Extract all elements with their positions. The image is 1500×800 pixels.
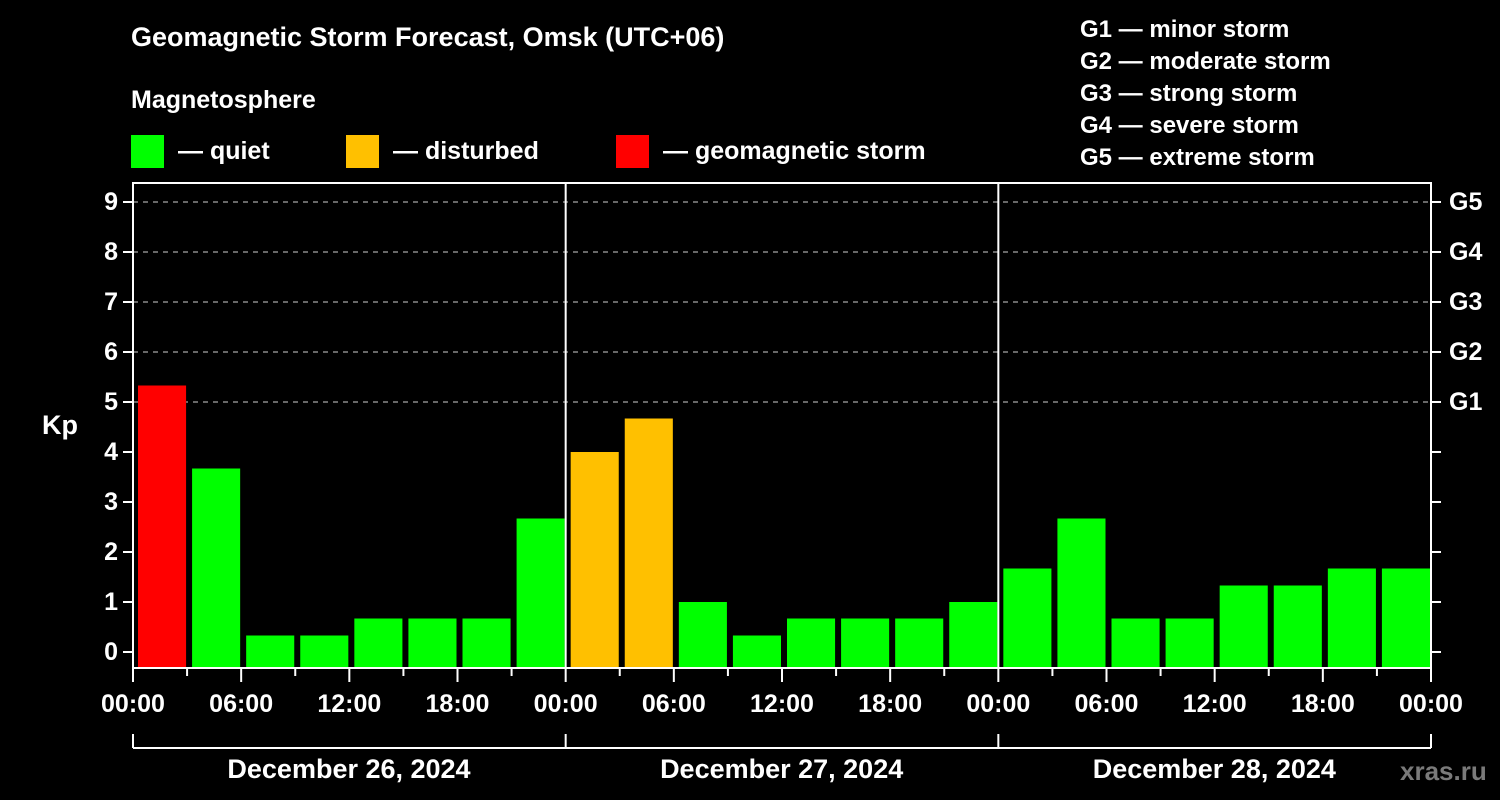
bar bbox=[408, 618, 457, 668]
storm-scale-g1: G1 — minor storm bbox=[1080, 16, 1290, 43]
bar bbox=[138, 385, 187, 668]
storm-scale-g2: G2 — moderate storm bbox=[1080, 48, 1331, 75]
storm-scale-g4: G4 — severe storm bbox=[1080, 112, 1299, 139]
day-label: December 26, 2024 bbox=[227, 754, 471, 784]
x-tick-label: 12:00 bbox=[750, 690, 814, 718]
storm-scale-list: G1 — minor storm G2 — moderate storm G3 … bbox=[1080, 14, 1331, 174]
bar bbox=[678, 602, 727, 668]
x-tick-label: 00:00 bbox=[101, 690, 165, 718]
x-tick-label: 00:00 bbox=[1399, 690, 1463, 718]
y-tick-label: 2 bbox=[104, 538, 118, 566]
bar bbox=[895, 618, 944, 668]
bar bbox=[354, 618, 403, 668]
g-scale-label: G2 bbox=[1449, 338, 1483, 366]
g-scale-label: G1 bbox=[1449, 388, 1483, 416]
y-tick-label: 8 bbox=[104, 238, 118, 266]
bar bbox=[1111, 618, 1160, 668]
y-tick-label: 0 bbox=[104, 638, 118, 666]
watermark: xras.ru bbox=[1400, 756, 1487, 786]
x-tick-label: 06:00 bbox=[641, 690, 706, 718]
x-tick-label: 06:00 bbox=[209, 690, 274, 718]
legend-swatch-storm bbox=[616, 134, 649, 168]
legend-item-quiet: — quiet bbox=[131, 134, 270, 168]
bar bbox=[246, 635, 295, 668]
legend-item-storm: — geomagnetic storm bbox=[616, 134, 926, 168]
legend-label-storm: — geomagnetic storm bbox=[663, 136, 926, 165]
day-label: December 28, 2024 bbox=[1092, 754, 1336, 784]
y-tick-label: 6 bbox=[104, 338, 118, 366]
bar bbox=[1327, 568, 1376, 668]
storm-scale-g5: G5 — extreme storm bbox=[1080, 144, 1315, 171]
x-tick-label: 00:00 bbox=[533, 690, 598, 718]
bar bbox=[192, 468, 241, 668]
y-axis-label: Kp bbox=[42, 410, 78, 440]
g-scale-label: G3 bbox=[1449, 288, 1483, 316]
g-scale-label: G4 bbox=[1449, 238, 1483, 266]
x-tick-label: 00:00 bbox=[966, 690, 1031, 718]
legend-label-quiet: — quiet bbox=[178, 136, 270, 165]
bar bbox=[624, 418, 673, 668]
bar bbox=[1381, 568, 1430, 668]
legend-label-disturbed: — disturbed bbox=[393, 136, 539, 165]
bar bbox=[1057, 518, 1106, 668]
bar bbox=[841, 618, 890, 668]
chart-subtitle: Magnetosphere bbox=[131, 86, 316, 114]
bar bbox=[949, 602, 998, 668]
x-tick-label: 06:00 bbox=[1074, 690, 1139, 718]
bar bbox=[1165, 618, 1214, 668]
x-tick-label: 12:00 bbox=[317, 690, 382, 718]
bar bbox=[462, 618, 511, 668]
bar bbox=[1003, 568, 1052, 668]
y-tick-label: 1 bbox=[104, 588, 118, 616]
legend-swatch-disturbed bbox=[346, 134, 379, 168]
y-tick-label: 3 bbox=[104, 488, 118, 516]
day-label: December 27, 2024 bbox=[660, 754, 904, 784]
y-tick-label: 4 bbox=[104, 438, 118, 466]
bar bbox=[787, 618, 836, 668]
x-tick-label: 18:00 bbox=[425, 690, 490, 718]
legend-swatch-quiet bbox=[131, 134, 164, 168]
bar bbox=[732, 635, 781, 668]
storm-scale-g3: G3 — strong storm bbox=[1080, 80, 1298, 107]
bar bbox=[1219, 585, 1268, 668]
x-tick-label: 12:00 bbox=[1182, 690, 1247, 718]
bar bbox=[300, 635, 349, 668]
bar bbox=[570, 452, 619, 668]
bar bbox=[516, 518, 565, 668]
y-tick-label: 9 bbox=[104, 188, 118, 216]
y-tick-label: 7 bbox=[104, 288, 118, 316]
legend-item-disturbed: — disturbed bbox=[346, 134, 539, 168]
x-tick-label: 18:00 bbox=[858, 690, 923, 718]
y-tick-label: 5 bbox=[104, 388, 118, 416]
chart-title: Geomagnetic Storm Forecast, Omsk (UTC+06… bbox=[131, 22, 725, 52]
g-scale-label: G5 bbox=[1449, 188, 1483, 216]
bar bbox=[1273, 585, 1322, 668]
x-tick-label: 18:00 bbox=[1290, 690, 1355, 718]
